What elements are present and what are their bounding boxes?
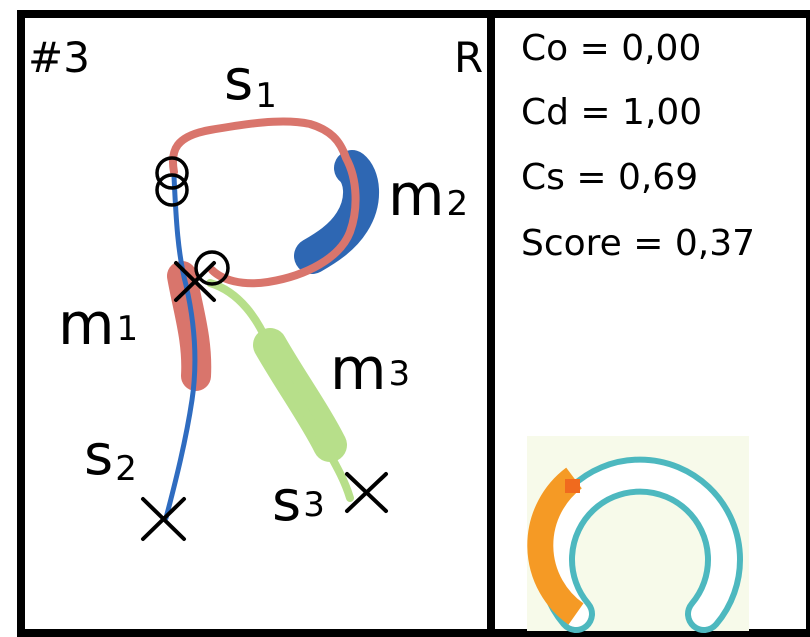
label-m1: m1 <box>58 290 138 358</box>
end-cross-s3 <box>345 472 388 513</box>
label-m2: m2 <box>388 161 468 229</box>
horseshoe-gauge <box>527 436 749 633</box>
stroke-s1 <box>169 117 360 288</box>
label-s1: s1 <box>224 48 277 116</box>
start-circle-1 <box>155 156 189 190</box>
metric-co: Co = 0,00 <box>521 28 701 69</box>
end-cross-center <box>174 261 216 302</box>
id-label: #3 <box>28 33 90 82</box>
right-panel-frame <box>487 10 810 637</box>
gauge-fill-tip <box>565 479 580 493</box>
end-crosses <box>141 261 388 541</box>
metric-cs: Cs = 0,69 <box>521 157 698 198</box>
label-m3: m3 <box>330 335 410 403</box>
label-s2: s2 <box>84 423 137 489</box>
metric-score: Score = 0,37 <box>521 223 755 264</box>
letter-label: R <box>454 33 483 82</box>
metric-cd: Cd = 1,00 <box>521 92 702 133</box>
gauge-track <box>543 462 737 627</box>
label-s3: s3 <box>272 469 325 534</box>
stroke-s2 <box>163 173 198 521</box>
gauge-fill <box>527 467 584 625</box>
end-cross-s2 <box>141 497 186 541</box>
stroke-s3 <box>206 279 354 502</box>
start-circle-2 <box>155 173 189 207</box>
start-circles <box>155 156 230 286</box>
metrics-list: Co = 0,00 Cd = 1,00 Cs = 0,69 Score = 0,… <box>521 28 755 264</box>
start-circle-3 <box>194 250 230 286</box>
